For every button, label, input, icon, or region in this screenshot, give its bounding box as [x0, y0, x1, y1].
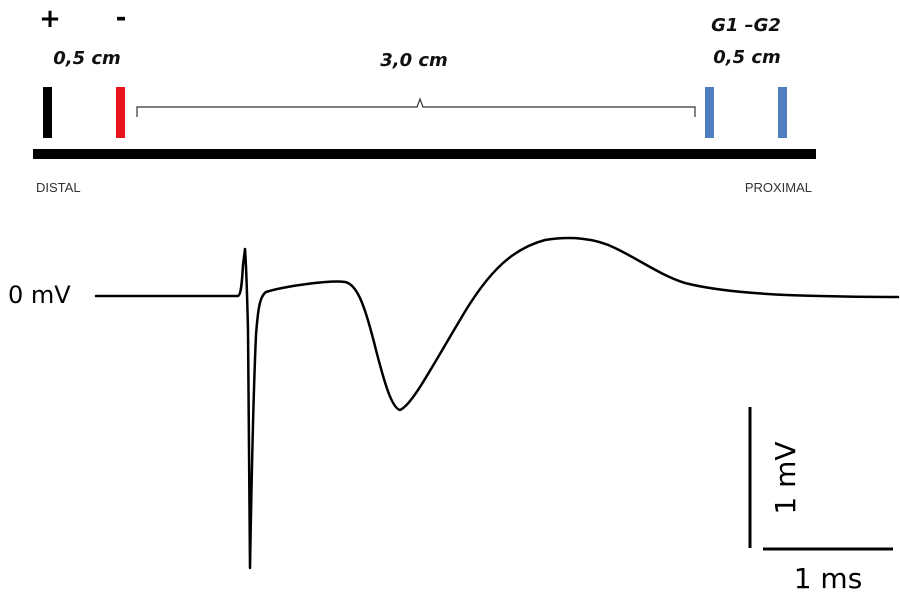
waveform-trace: [94, 236, 900, 570]
ground-electrode-2: [778, 87, 787, 138]
time-scale-label: 1 ms: [794, 562, 863, 594]
inter-distance-label: 3,0 cm: [380, 50, 448, 71]
nerve-bar: [33, 149, 816, 159]
active-spacing-label: 0,5 cm: [53, 48, 121, 69]
ground-electrode-1: [705, 87, 714, 138]
voltage-scale-label: 1 mV: [769, 441, 802, 514]
proximal-label: PROXIMAL: [745, 180, 812, 195]
positive-electrode: [43, 87, 52, 138]
ground-label: G1 –G2: [711, 15, 781, 36]
negative-electrode: [116, 87, 125, 138]
positive-symbol: +: [39, 4, 61, 34]
distance-brace: [136, 97, 696, 117]
negative-symbol: -: [116, 3, 127, 33]
distal-label: DISTAL: [36, 180, 81, 195]
ground-spacing-label: 0,5 cm: [713, 47, 781, 68]
baseline-label: 0 mV: [8, 281, 71, 309]
